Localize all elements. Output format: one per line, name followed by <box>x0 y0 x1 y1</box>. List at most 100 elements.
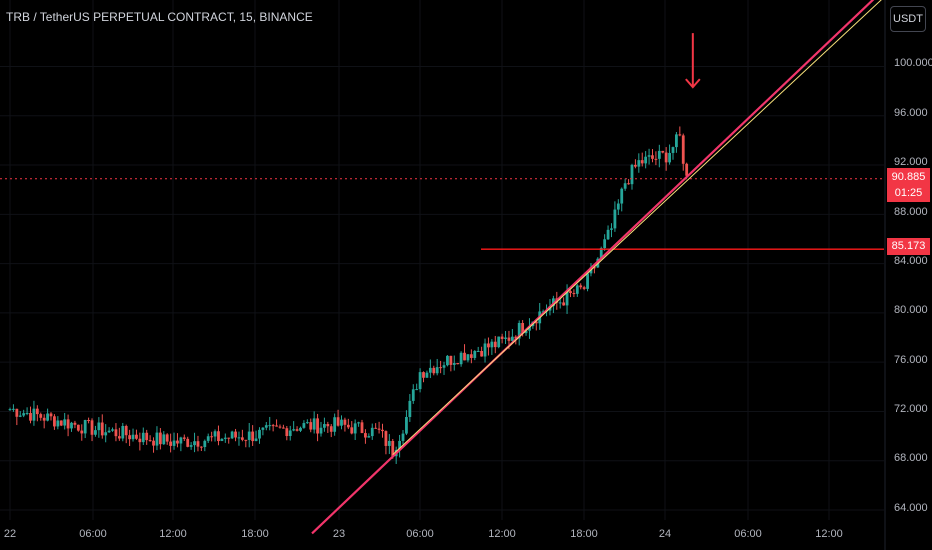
candle <box>179 436 183 452</box>
down-arrow-annotation <box>685 33 701 89</box>
candle <box>22 409 26 418</box>
candle <box>569 290 572 298</box>
price-tick: 100.000 <box>894 57 932 69</box>
candle <box>217 425 220 446</box>
candle <box>329 424 333 438</box>
candle <box>251 425 255 446</box>
candle <box>630 163 634 190</box>
candle <box>452 355 456 371</box>
candle <box>442 361 446 375</box>
candle <box>671 146 675 160</box>
trendline-outer <box>311 0 875 535</box>
candle <box>66 414 70 437</box>
candle <box>575 284 579 297</box>
candle <box>408 394 412 422</box>
candle <box>90 418 94 442</box>
candle <box>83 419 87 439</box>
candle <box>681 133 685 171</box>
candle <box>469 349 473 364</box>
candle <box>213 429 217 442</box>
candle <box>616 199 620 216</box>
candle <box>466 354 470 363</box>
candle <box>620 187 624 212</box>
currency-button[interactable]: USDT <box>890 6 926 32</box>
candle <box>240 429 244 442</box>
candle <box>275 419 278 427</box>
candle <box>278 424 282 429</box>
candle <box>162 431 166 445</box>
candle <box>234 428 237 442</box>
candle <box>381 423 384 438</box>
candle <box>613 201 617 232</box>
candle <box>220 438 224 442</box>
candle <box>316 413 319 442</box>
candle <box>70 421 73 432</box>
price-tick: 76.000 <box>894 354 928 366</box>
candle <box>562 297 566 306</box>
candle <box>196 435 200 452</box>
candle <box>176 433 179 448</box>
candle <box>80 424 84 441</box>
candle <box>627 179 630 185</box>
candle <box>128 429 132 446</box>
candle <box>264 421 268 431</box>
candle <box>350 421 354 435</box>
candle <box>312 411 316 434</box>
candle <box>654 151 658 166</box>
candle <box>487 337 490 356</box>
level-price-tag: 85.173 <box>887 238 930 255</box>
candle <box>282 424 285 429</box>
candle <box>606 225 610 240</box>
candle <box>39 412 43 421</box>
candle <box>210 431 214 442</box>
candle <box>456 362 460 365</box>
candle <box>244 439 248 448</box>
candle <box>309 418 313 433</box>
candle <box>295 426 299 432</box>
candle <box>87 417 91 424</box>
candle <box>623 178 627 191</box>
candle <box>398 434 401 458</box>
candle <box>135 429 138 440</box>
price-tick: 80.000 <box>894 304 928 316</box>
candle <box>572 289 576 298</box>
trendline-inner <box>392 0 882 455</box>
candle <box>223 433 227 443</box>
candle <box>46 408 49 422</box>
candle <box>668 144 671 165</box>
candle <box>640 152 644 167</box>
candle <box>405 410 408 436</box>
candle <box>49 412 53 421</box>
candle <box>483 338 487 363</box>
time-tick: 06:00 <box>79 528 107 540</box>
candle <box>302 420 306 429</box>
candle <box>493 335 497 354</box>
candle <box>432 365 436 376</box>
candle <box>490 339 494 355</box>
candle <box>384 430 388 455</box>
candle <box>203 439 207 452</box>
candle <box>476 346 480 353</box>
candle <box>634 159 637 169</box>
candle <box>480 346 484 357</box>
candle <box>603 234 607 251</box>
candle <box>8 407 12 411</box>
candle <box>97 417 101 438</box>
candle <box>374 423 378 429</box>
candle <box>610 223 613 238</box>
candle <box>131 428 135 442</box>
candle <box>428 359 432 379</box>
candle <box>73 420 77 429</box>
candle <box>121 422 125 442</box>
candle <box>299 426 302 433</box>
candle <box>182 434 186 442</box>
time-tick: 12:00 <box>488 528 516 540</box>
candle <box>186 436 190 448</box>
candle <box>292 421 296 432</box>
candle <box>114 423 118 442</box>
candle <box>497 336 501 349</box>
candle <box>111 427 114 432</box>
candle <box>651 149 654 163</box>
candle <box>155 426 159 451</box>
